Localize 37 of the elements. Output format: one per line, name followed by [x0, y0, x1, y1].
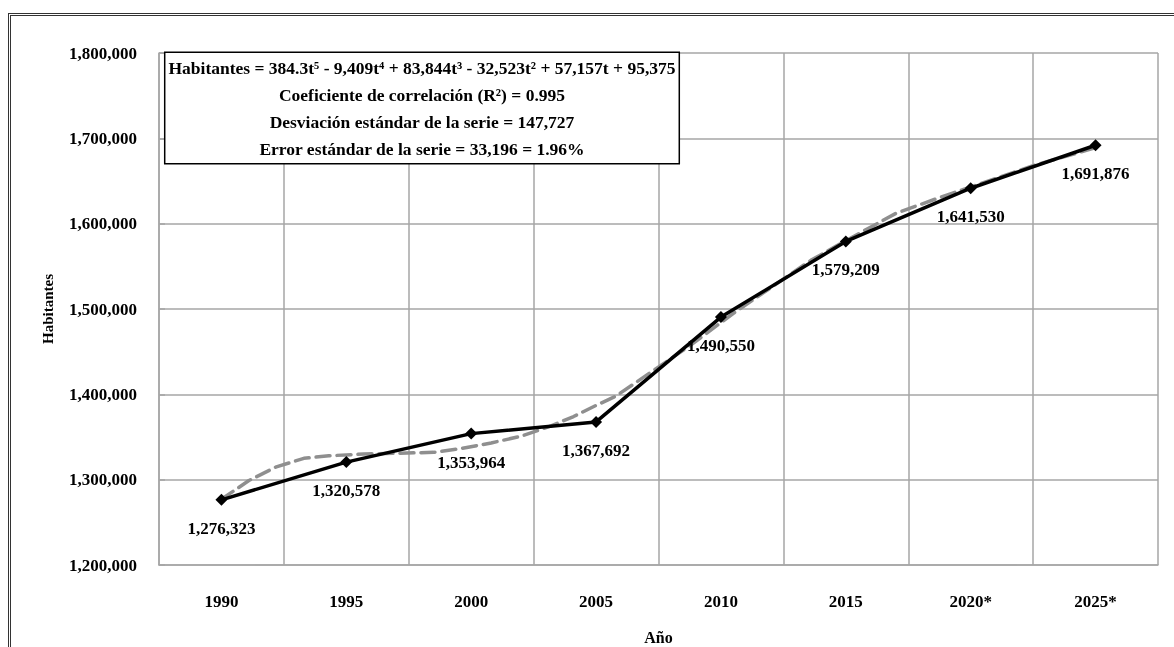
y-tick-label: 1,500,000	[69, 299, 137, 319]
x-tick-label: 2025*	[1074, 592, 1117, 611]
data-label: 1,579,209	[811, 260, 880, 280]
point	[340, 456, 353, 469]
data-label: 1,353,964	[437, 452, 506, 472]
x-tick-label: 2000	[454, 592, 489, 611]
y-tick-label: 1,600,000	[69, 214, 137, 234]
y-tick-label: 1,400,000	[69, 384, 137, 404]
y-axis-title: Habitantes	[39, 273, 56, 345]
annotation: Coeficiente de correlación (R²) = 0.995	[278, 84, 566, 105]
point	[1089, 139, 1102, 152]
annotation: Desviación estándar de la serie = 147,727	[269, 111, 575, 132]
y-tick-label: 1,700,000	[69, 128, 137, 148]
point	[465, 427, 478, 440]
data-label: 1,641,530	[936, 207, 1005, 227]
x-tick-label: 1990	[204, 592, 239, 611]
x-axis-title: Año	[644, 628, 673, 646]
x-tick-label: 1995	[329, 592, 364, 611]
y-tick-label: 1,300,000	[69, 470, 137, 490]
data-label: 1,691,876	[1061, 164, 1130, 184]
point	[215, 493, 228, 506]
x-tick-label: 2020*	[949, 592, 992, 611]
x-tick-label: 2005	[579, 592, 614, 611]
data-label: 1,320,578	[312, 481, 381, 501]
point	[590, 415, 603, 428]
point	[964, 182, 977, 195]
point	[839, 235, 852, 248]
data-label: 1,367,692	[562, 440, 631, 460]
x-tick-label: 2015	[828, 592, 863, 611]
x-tick-label: 2010	[703, 592, 738, 611]
annotation: Habitantes = 384.3t⁵ - 9,409t⁴ + 83,844t³ - 32,523t² + 57,157t + 95,375	[168, 57, 676, 78]
data-label: 1,490,550	[686, 336, 755, 356]
point	[714, 311, 727, 324]
y-tick-label: 1,200,000	[69, 555, 137, 575]
y-tick-label: 1,800,000	[69, 43, 137, 63]
data-label: 1,276,323	[187, 518, 256, 538]
annotation: Error estándar de la serie = 33,196 = 1.96%	[259, 138, 585, 159]
